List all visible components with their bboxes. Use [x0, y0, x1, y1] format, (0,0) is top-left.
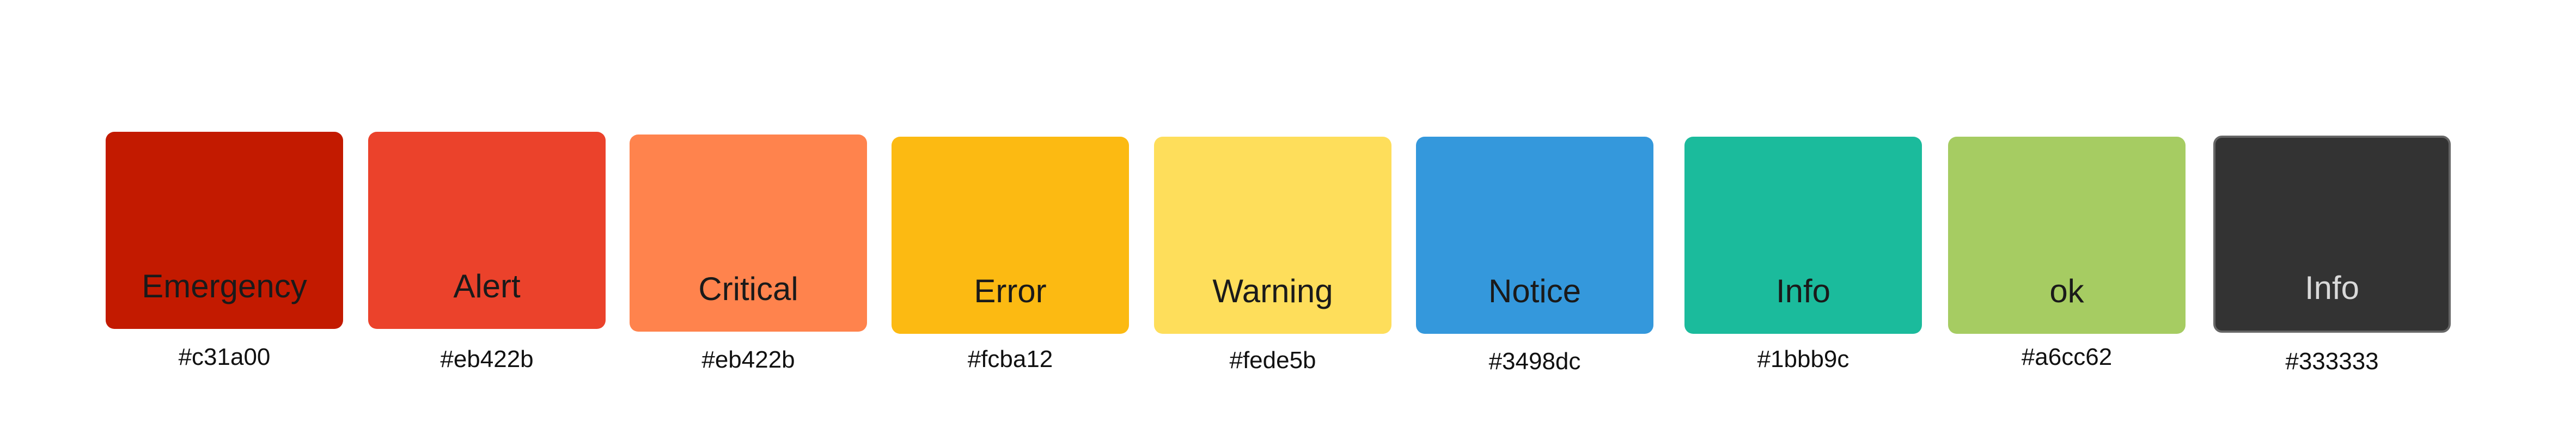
swatch-label: Emergency: [142, 268, 307, 304]
swatch-label: Warning: [1212, 273, 1333, 309]
swatch-critical: Critical: [630, 135, 867, 332]
hex-label: #eb422b: [440, 346, 534, 372]
hex-label: #1bbb9c: [1757, 346, 1849, 372]
swatch-error: Error: [892, 137, 1129, 334]
hex-label: #a6cc62: [2021, 344, 2113, 370]
swatch-ok: ok: [1948, 137, 2186, 334]
hex-label: #fede5b: [1229, 347, 1316, 374]
swatch-warning: Warning: [1154, 137, 1391, 334]
swatch-notice: Notice: [1416, 137, 1653, 334]
swatch-label: Alert: [453, 268, 521, 304]
swatch-label: Critical: [698, 271, 798, 307]
swatch-label: Info: [1775, 273, 1831, 309]
swatch-label: Notice: [1488, 273, 1582, 309]
swatch-label: Error: [974, 273, 1047, 309]
swatch-alert: Alert: [368, 132, 606, 329]
swatch-info: Info: [1684, 137, 1922, 334]
hex-label: #fcba12: [967, 346, 1053, 372]
hex-label: #c31a00: [178, 344, 271, 370]
hex-label: #eb422b: [701, 346, 795, 373]
swatch-label: Info: [2304, 270, 2360, 306]
hex-label: #333333: [2285, 348, 2379, 375]
swatch-emergency: Emergency: [106, 132, 343, 329]
swatch-info-dark: Info: [2213, 136, 2451, 333]
hex-label: #3498dc: [1488, 348, 1581, 375]
swatch-label: ok: [2049, 273, 2084, 309]
